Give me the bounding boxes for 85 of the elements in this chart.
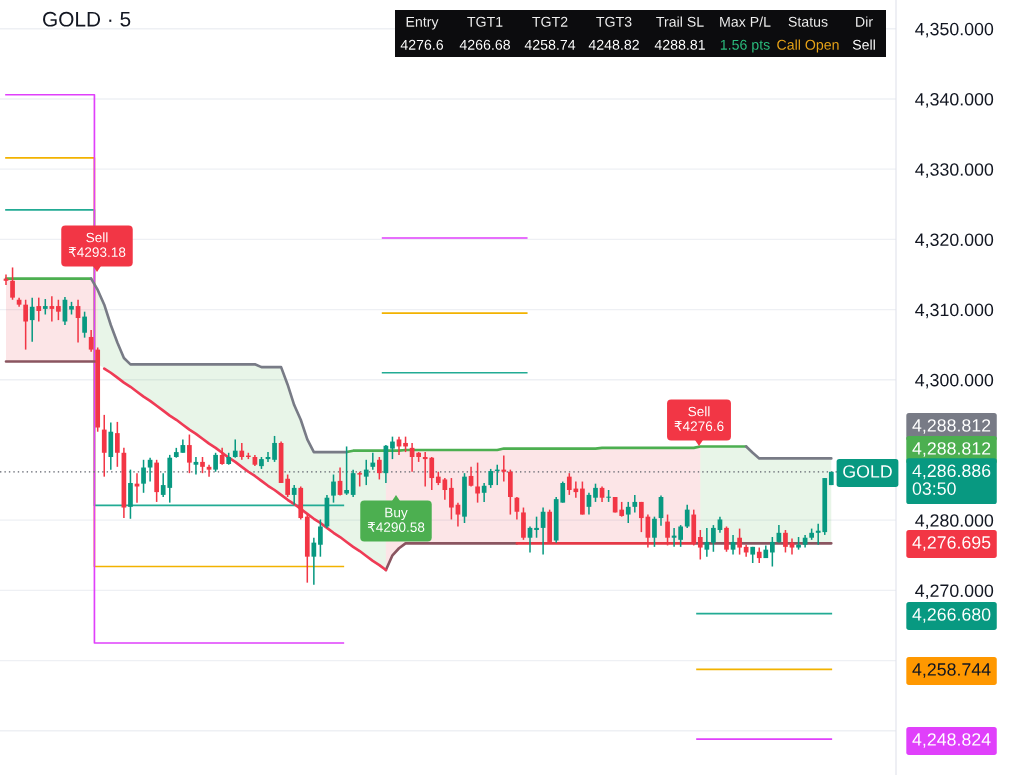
- annotation: Buy ₹4290.58: [367, 507, 425, 532]
- text: Sell: [852, 39, 875, 50]
- candlestick: [331, 473, 336, 504]
- annotation: Entry: [406, 16, 439, 30]
- candlestick: [370, 452, 376, 471]
- candlestick: [665, 513, 670, 547]
- candlestick: [737, 527, 742, 556]
- candlestick: [88, 329, 94, 353]
- candlestick: [82, 310, 87, 339]
- text: 4,248.824: [912, 733, 991, 748]
- candlestick: [206, 463, 212, 478]
- text: 4,258.744: [912, 663, 991, 678]
- annotation: 4276.6: [400, 39, 444, 50]
- candlestick: [534, 515, 539, 539]
- candlestick: [783, 529, 788, 554]
- annotation: Status: [788, 16, 828, 27]
- candlestick: [101, 414, 107, 478]
- candlestick: [501, 454, 507, 483]
- candlestick: [684, 503, 690, 529]
- candlestick: [56, 298, 61, 321]
- candlestick: [704, 527, 710, 558]
- candlestick: [318, 518, 323, 558]
- candlestick: [114, 421, 120, 468]
- candlestick: [213, 452, 218, 473]
- candlestick: [311, 536, 317, 586]
- annotation: Sell ₹4293.18: [68, 232, 126, 257]
- candlestick: [285, 473, 291, 498]
- candlestick: [29, 296, 35, 343]
- text: Dir: [856, 16, 873, 27]
- text: GOLD: [843, 465, 892, 478]
- candlestick: [697, 529, 703, 561]
- text: 4,276.695: [912, 536, 991, 551]
- candlestick: [488, 468, 494, 489]
- annotation: TGT3: [596, 16, 632, 27]
- candlestick: [475, 461, 480, 504]
- annotation: 4266.68: [459, 39, 510, 50]
- candlestick: [141, 459, 146, 494]
- candlestick: [625, 501, 631, 524]
- y-tick-label: 4,320.000: [915, 233, 994, 249]
- y-tick-label: 4,350.000: [915, 22, 994, 38]
- annotation: TGT2: [532, 16, 568, 27]
- candlestick: [481, 482, 487, 503]
- candlestick: [363, 459, 369, 486]
- annotation: Sell ₹4276.6: [674, 406, 724, 431]
- candlestick: [638, 501, 644, 533]
- candlestick: [36, 296, 42, 323]
- candlestick: [376, 456, 382, 481]
- candlestick: [769, 536, 775, 568]
- candlestick: [232, 438, 238, 459]
- annotation: Call Open: [777, 39, 839, 53]
- candlestick: [187, 433, 192, 474]
- candlestick: [10, 266, 15, 301]
- candlestick: [652, 515, 657, 548]
- text: 4,288.812: [912, 442, 991, 457]
- annotation: TGT1: [467, 16, 503, 27]
- candlestick: [390, 435, 395, 460]
- y-tick-label: 4,340.000: [915, 93, 994, 108]
- candlestick: [291, 484, 297, 506]
- candlestick: [23, 298, 29, 351]
- candlestick: [678, 524, 684, 548]
- annotation: Trail SL: [656, 16, 704, 27]
- y-tick-label: 4,280.000: [915, 514, 994, 529]
- candlestick: [128, 468, 133, 520]
- candlestick: [193, 456, 199, 476]
- annotation: 4258.74: [524, 39, 576, 50]
- annotation: Max P/L: [720, 16, 771, 27]
- annotation: 4248.82: [588, 39, 639, 50]
- candlestick: [711, 524, 716, 553]
- candlestick: [449, 477, 454, 521]
- y-tick-label: 4,300.000: [915, 373, 994, 389]
- y-tick-label: 4,270.000: [915, 584, 994, 600]
- chart-title: GOLD · 5: [43, 11, 131, 27]
- candlestick: [724, 525, 729, 553]
- y-tick-label: 4,330.000: [915, 163, 994, 178]
- candlestick: [272, 435, 277, 463]
- text: 4,266.680: [912, 608, 991, 623]
- text: 4,288.812: [912, 419, 991, 434]
- candlestick: [49, 295, 55, 323]
- candlestick: [344, 445, 349, 496]
- text: 4,286.886 03:50: [912, 464, 991, 495]
- annotation: 1.56 pts: [720, 39, 770, 53]
- y-tick-label: 4,310.000: [915, 303, 994, 319]
- candlestick: [593, 482, 598, 503]
- candlestick: [350, 468, 356, 498]
- annotation: 4288.81: [654, 39, 705, 50]
